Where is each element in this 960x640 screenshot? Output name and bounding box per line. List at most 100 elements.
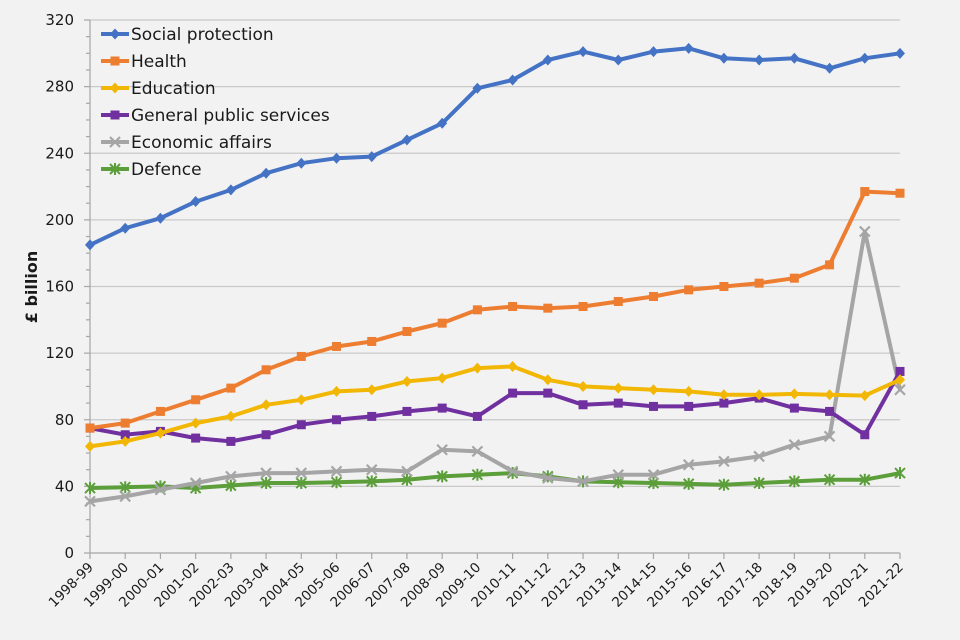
- diamond-marker: [578, 380, 589, 392]
- square-marker: [613, 296, 623, 306]
- data-point: [261, 365, 271, 375]
- diamond-marker: [110, 82, 120, 94]
- square-marker: [332, 415, 342, 425]
- square-marker: [508, 388, 518, 398]
- data-point: [261, 399, 272, 411]
- data-point: [437, 117, 448, 129]
- diamond-marker: [190, 196, 201, 208]
- series: [84, 42, 906, 508]
- data-point: [753, 450, 765, 463]
- diamond-marker: [542, 54, 553, 66]
- series-line-health: [89, 189, 901, 431]
- legend-marker: [109, 136, 121, 148]
- diamond-marker: [789, 52, 800, 64]
- data-point: [472, 411, 482, 421]
- square-marker: [332, 341, 342, 351]
- data-point: [508, 388, 518, 398]
- diamond-marker: [296, 157, 307, 169]
- data-point: [682, 477, 695, 490]
- star-marker: [823, 473, 836, 486]
- data-point: [472, 305, 482, 315]
- square-marker: [543, 388, 553, 398]
- data-point: [225, 184, 236, 196]
- diamond-marker: [542, 374, 553, 386]
- x-marker: [823, 430, 836, 443]
- series-general-public-services: [85, 366, 905, 446]
- data-point: [155, 406, 165, 416]
- data-point: [613, 54, 624, 66]
- data-point: [155, 212, 166, 224]
- y-axis-title: £ billion: [22, 251, 41, 323]
- x-marker: [154, 483, 167, 496]
- data-point: [894, 383, 906, 396]
- data-point: [295, 477, 308, 490]
- data-point: [189, 477, 202, 489]
- square-marker: [261, 365, 271, 375]
- data-point: [119, 490, 131, 503]
- square-marker: [367, 411, 377, 421]
- data-point: [718, 389, 729, 401]
- series-line-general-public-services: [89, 370, 902, 444]
- star-marker: [225, 479, 237, 492]
- series-line-economic-affairs: [89, 229, 902, 504]
- data-point: [84, 482, 96, 495]
- data-point: [647, 468, 660, 481]
- legend-item-social-protection: Social protection: [101, 25, 274, 45]
- legend-item-education: Education: [101, 79, 216, 99]
- data-point: [401, 134, 412, 146]
- star-marker: [471, 468, 484, 481]
- data-point: [894, 467, 906, 480]
- data-point: [85, 239, 95, 251]
- diamond-marker: [824, 62, 835, 74]
- square-marker: [191, 433, 201, 443]
- x-marker: [365, 463, 378, 476]
- diamond-marker: [507, 74, 518, 86]
- star-marker: [84, 482, 96, 495]
- x-marker: [894, 383, 906, 396]
- square-marker: [754, 278, 764, 288]
- x-marker: [109, 136, 121, 148]
- legend-label: General public services: [131, 106, 330, 126]
- data-point: [859, 52, 870, 64]
- diamond-marker: [296, 394, 307, 406]
- data-point: [789, 403, 799, 413]
- data-point: [825, 406, 835, 416]
- data-point: [824, 62, 835, 74]
- data-point: [542, 472, 554, 484]
- data-point: [85, 423, 95, 433]
- legend-label: Economic affairs: [131, 133, 272, 153]
- diamond-marker: [683, 42, 694, 54]
- square-marker: [578, 301, 588, 311]
- diamond-marker: [507, 360, 518, 372]
- x-marker: [753, 450, 765, 463]
- data-point: [648, 46, 659, 58]
- data-point: [296, 394, 307, 406]
- star-marker: [401, 473, 413, 486]
- legend-marker: [109, 163, 121, 175]
- square-marker: [578, 400, 588, 410]
- data-point: [684, 401, 694, 411]
- data-point: [718, 455, 730, 468]
- series-economic-affairs: [84, 225, 906, 508]
- data-point: [367, 336, 377, 346]
- square-marker: [296, 420, 306, 430]
- square-marker: [402, 406, 412, 416]
- square-marker: [860, 187, 870, 197]
- data-point: [543, 388, 553, 398]
- data-point: [330, 476, 343, 489]
- star-marker: [436, 470, 448, 483]
- square-marker: [789, 403, 799, 413]
- square-marker: [110, 110, 120, 120]
- square-marker: [261, 430, 271, 440]
- y-tick-label: 40: [55, 477, 74, 495]
- x-marker: [189, 477, 202, 489]
- diamond-marker: [754, 54, 765, 66]
- data-point: [612, 468, 625, 481]
- x-marker: [119, 490, 131, 503]
- series-line-social-protection: [89, 46, 901, 247]
- legend-marker: [110, 56, 120, 66]
- data-point: [120, 435, 131, 447]
- diamond-marker: [683, 385, 694, 397]
- x-marker: [788, 438, 801, 451]
